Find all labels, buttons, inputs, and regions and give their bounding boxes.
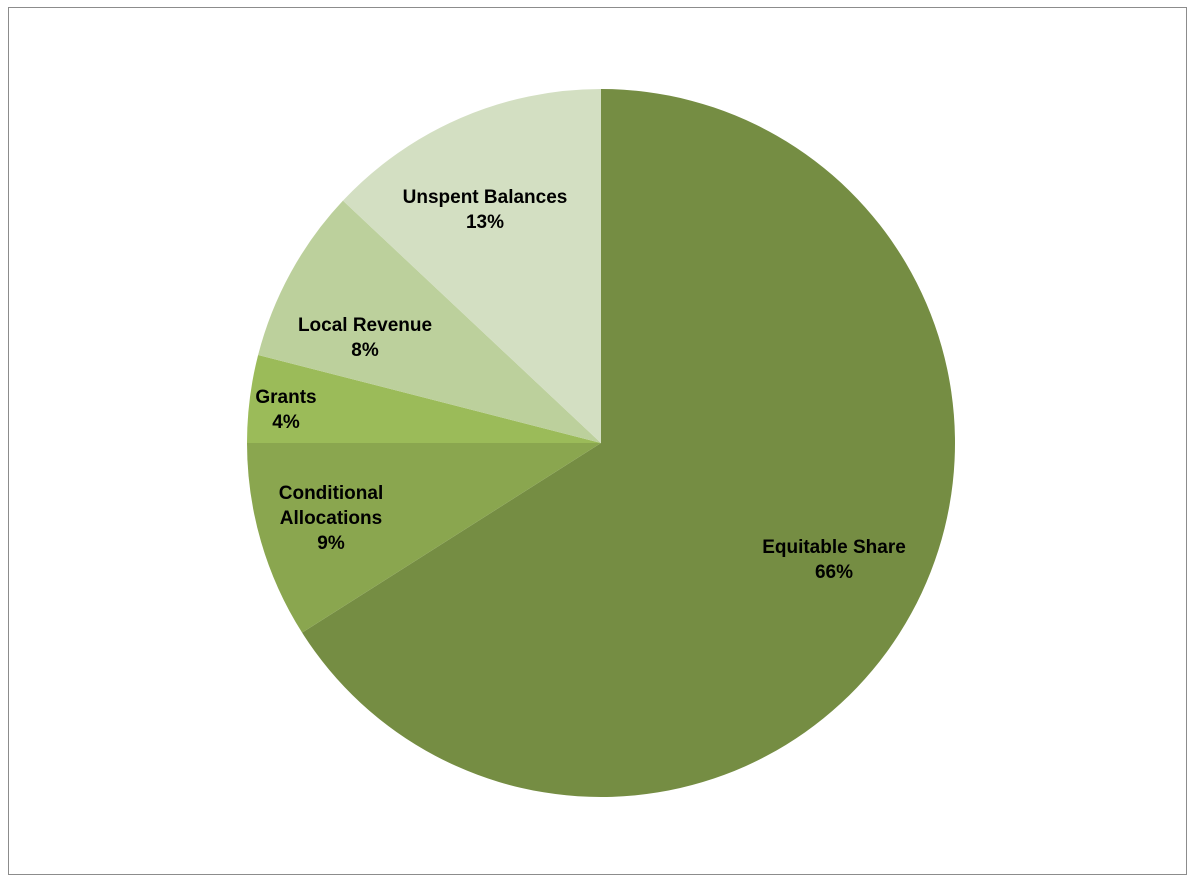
slice-percent-unspent-balances: 13% [466, 212, 504, 233]
slice-percent-local-revenue: 8% [351, 340, 379, 361]
pie-slice-grants [247, 354, 601, 443]
pie-slices [247, 89, 955, 798]
pie-slice-equitable-share [302, 89, 955, 798]
slice-label-local-revenue: Local Revenue [298, 315, 432, 336]
slice-percent-equitable-share: 66% [815, 562, 853, 583]
pie-labels: Equitable Share 66% Conditional Allocations… [255, 187, 905, 583]
slice-percent-grants: 4% [272, 412, 300, 433]
pie-slice-conditional-allocations [247, 443, 601, 633]
pie-slice-local-revenue [258, 200, 601, 443]
slice-label-conditional-allocations-line-2: Allocations [280, 508, 382, 529]
slice-label-equitable-share: Equitable Share [762, 537, 906, 558]
slice-label-unspent-balances: Unspent Balances [403, 187, 568, 208]
pie-slice-unspent-balances [342, 89, 601, 443]
slice-label-conditional-allocations-line-1: Conditional [279, 483, 383, 504]
slice-percent-conditional-allocations: 9% [317, 533, 345, 554]
slice-label-grants: Grants [255, 387, 316, 408]
